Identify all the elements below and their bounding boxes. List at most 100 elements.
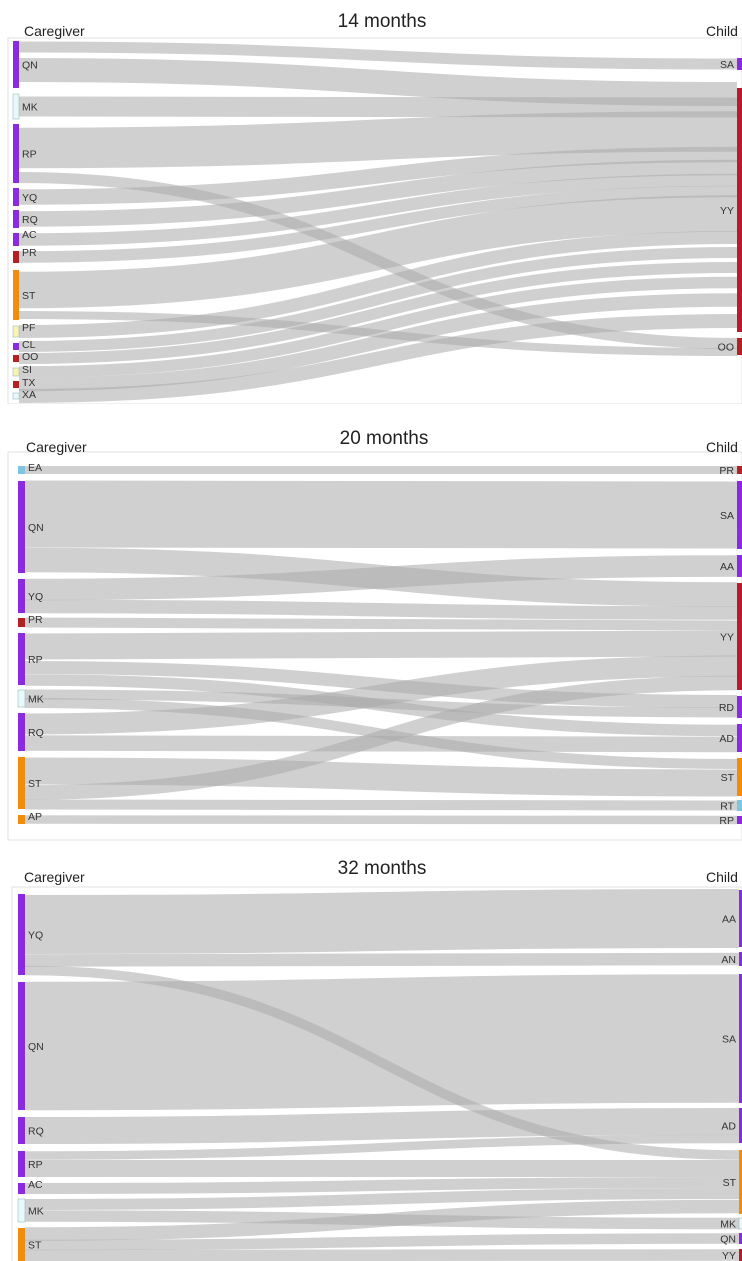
caregiver-node-qn[interactable] [13, 41, 19, 88]
child-node-rd[interactable] [737, 696, 742, 718]
caregiver-node-pr[interactable] [18, 618, 25, 627]
caregiver-node-label: MK [28, 1206, 44, 1218]
caregiver-node-rq[interactable] [18, 1117, 25, 1144]
caregiver-node-pf[interactable] [12, 325, 20, 338]
child-node-an[interactable] [739, 952, 742, 966]
caregiver-node-tx[interactable] [13, 381, 19, 388]
child-node-ad[interactable] [737, 724, 742, 752]
panel-title: 32 months [338, 858, 427, 879]
caregiver-node-rq[interactable] [18, 713, 25, 751]
flow-rp-to-ad [24, 1134, 740, 1160]
child-node-label: AN [721, 954, 736, 966]
caregiver-node-rq[interactable] [13, 210, 19, 228]
caregiver-node-qn[interactable] [18, 481, 25, 573]
caregiver-node-yq[interactable] [13, 188, 19, 206]
caregiver-node-rp[interactable] [18, 633, 25, 685]
flow-rq-to-ad [24, 1108, 740, 1144]
caregiver-node-oo[interactable] [13, 355, 19, 362]
caregiver-node-si[interactable] [12, 367, 20, 377]
child-node-label: SA [720, 59, 734, 71]
caregiver-node-ap[interactable] [18, 815, 25, 824]
caregiver-node-label: PR [22, 247, 37, 259]
child-node-rp[interactable] [737, 816, 742, 824]
child-node-sa[interactable] [739, 974, 742, 1103]
caregiver-node-cl[interactable] [13, 343, 19, 350]
child-node-qn[interactable] [739, 1233, 742, 1244]
caregiver-node-mk[interactable] [17, 689, 26, 708]
flow-yq-to-aa [24, 555, 738, 601]
child-node-sa[interactable] [737, 58, 742, 70]
caregiver-node-yq[interactable] [18, 894, 25, 975]
child-node-aa[interactable] [737, 555, 742, 577]
child-node-label: AD [719, 733, 734, 745]
caregiver-node-label: MK [22, 102, 38, 114]
child-node-label: RD [719, 702, 735, 714]
child-node-sa[interactable] [737, 481, 742, 549]
caregiver-header: Caregiver [26, 439, 87, 455]
flow-qn-to-yy [18, 58, 738, 106]
caregiver-node-label: QN [22, 60, 38, 72]
child-node-label: AA [722, 914, 736, 926]
child-node-yy[interactable] [737, 88, 742, 332]
child-node-st[interactable] [739, 1150, 742, 1214]
caregiver-node-rp[interactable] [18, 1151, 25, 1177]
child-node-label: YY [720, 632, 734, 644]
flow-st-to-rt [24, 799, 738, 811]
caregiver-node-st[interactable] [18, 757, 25, 809]
flow-st-to-qn [24, 1233, 740, 1251]
child-node-st[interactable] [737, 758, 742, 796]
caregiver-node-yq[interactable] [18, 579, 25, 613]
caregiver-node-label: AC [28, 1179, 43, 1191]
child-node-mk[interactable] [738, 1217, 742, 1230]
child-node-label: ST [723, 1177, 737, 1189]
panel-frame [11, 886, 742, 1261]
child-node-label: MK [720, 1219, 736, 1231]
flow-oo-to-yy [18, 262, 738, 364]
caregiver-node-mk[interactable] [12, 93, 20, 120]
caregiver-node-mk[interactable] [17, 1198, 26, 1223]
caregiver-node-label: PF [22, 322, 35, 334]
caregiver-node-label: RP [28, 654, 43, 666]
sankey-panel: EA QN YQ PR RP MK RQ ST AP PR SA AA YY RD AD ST RT RP 20 m… [7, 428, 742, 841]
flow-ac-to-yy [18, 173, 738, 246]
caregiver-node-st[interactable] [18, 1228, 25, 1261]
caregiver-node-label: RQ [22, 214, 38, 226]
flow-st-to-st [24, 1199, 740, 1241]
caregiver-node-label: XA [22, 389, 36, 401]
caregiver-node-xa[interactable] [12, 392, 20, 400]
caregiver-node-pr[interactable] [13, 251, 19, 263]
child-node-ad[interactable] [739, 1108, 742, 1143]
flow-yq-to-yy [18, 146, 738, 205]
caregiver-node-label: QN [28, 522, 44, 534]
flow-pf-to-yy [18, 231, 738, 338]
caregiver-node-qn[interactable] [18, 982, 25, 1110]
flow-yq-to-aa [24, 889, 740, 954]
child-header: Child [706, 439, 738, 455]
caregiver-node-ea[interactable] [18, 466, 25, 474]
caregiver-node-label: CL [22, 339, 36, 351]
child-node-yy[interactable] [737, 583, 742, 690]
child-node-label: PR [719, 465, 734, 477]
caregiver-node-label: MK [28, 694, 44, 706]
child-node-label: QN [720, 1234, 736, 1246]
child-node-rt[interactable] [737, 800, 742, 811]
child-node-label: SA [722, 1034, 736, 1046]
caregiver-node-st[interactable] [13, 270, 19, 320]
panel-title: 20 months [340, 428, 429, 449]
caregiver-node-label: YQ [28, 930, 43, 942]
flow-qn-to-sa [18, 41, 738, 70]
caregiver-node-rp[interactable] [13, 124, 19, 183]
caregiver-header: Caregiver [24, 23, 85, 39]
caregiver-node-ac[interactable] [13, 233, 19, 246]
flow-st-to-yy [24, 1249, 740, 1261]
flow-qn-to-sa [24, 974, 740, 1111]
child-node-aa[interactable] [739, 890, 742, 947]
child-node-yy[interactable] [739, 1249, 742, 1261]
child-node-oo[interactable] [737, 338, 742, 355]
flow-mk-to-st [24, 1188, 740, 1210]
child-node-pr[interactable] [737, 466, 742, 474]
caregiver-node-ac[interactable] [18, 1183, 25, 1194]
child-node-label: RP [719, 815, 734, 827]
